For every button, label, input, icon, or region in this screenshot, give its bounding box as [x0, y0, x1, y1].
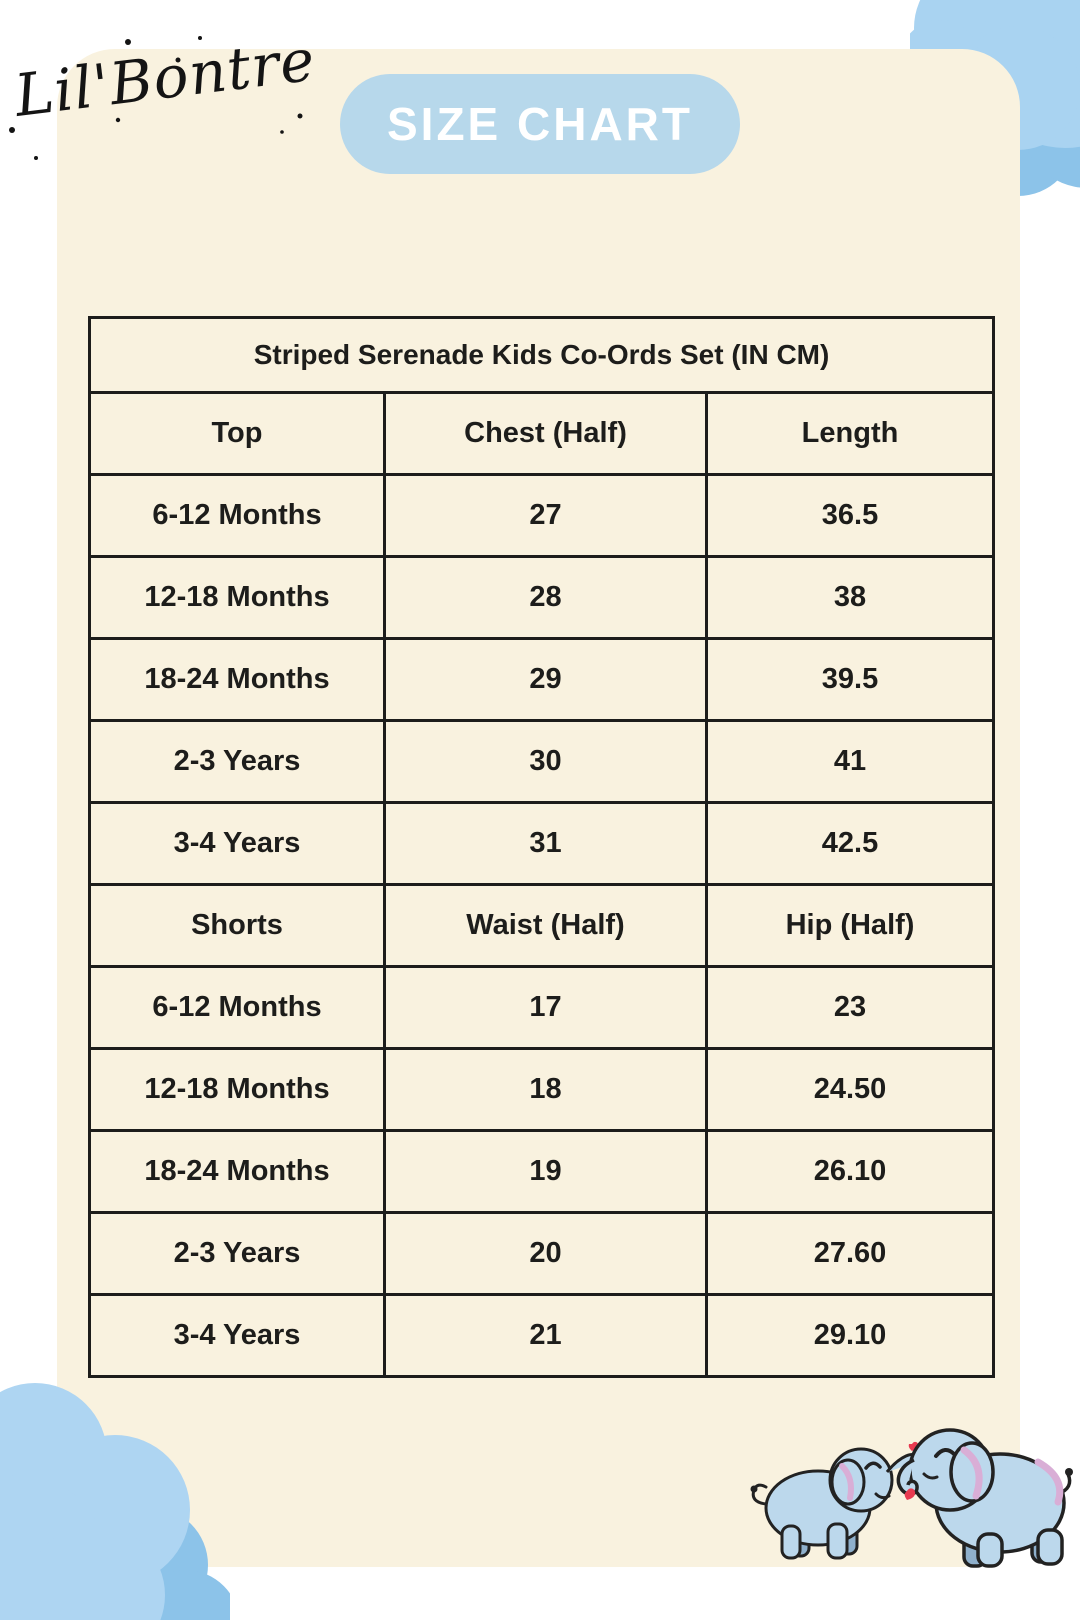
value-cell: 38 — [704, 555, 996, 640]
cloud-illustration-bottom-left — [0, 1383, 230, 1620]
value-cell: 29.10 — [704, 1293, 996, 1378]
table-row: 18-24 Months 29 39.5 — [88, 637, 996, 722]
value-cell: 23 — [704, 965, 996, 1050]
header-cell-chest: Chest (Half) — [383, 391, 708, 476]
header-cell-top: Top — [88, 391, 386, 476]
value-cell: 27.60 — [704, 1211, 996, 1296]
value-cell: 36.5 — [704, 473, 996, 558]
size-label-cell: 3-4 Years — [88, 1293, 386, 1378]
table-row: 6-12 Months 17 23 — [88, 965, 996, 1050]
table-title: Striped Serenade Kids Co-Ords Set (IN CM… — [87, 316, 996, 394]
header-cell-hip: Hip (Half) — [704, 883, 996, 968]
size-label-cell: 12-18 Months — [88, 555, 386, 640]
cloud-light-layer — [0, 1383, 190, 1620]
table-row: 3-4 Years 31 42.5 — [88, 801, 996, 886]
value-cell: 42.5 — [704, 801, 996, 886]
size-label-cell: 6-12 Months — [88, 965, 386, 1050]
value-cell: 29 — [383, 637, 708, 722]
mama-elephant-illustration — [896, 1428, 1073, 1568]
table-header-row-top: Top Chest (Half) Length — [88, 391, 996, 476]
header-cell-shorts: Shorts — [88, 883, 386, 968]
size-label-cell: 2-3 Years — [88, 1211, 386, 1296]
value-cell: 24.50 — [704, 1047, 996, 1132]
baby-elephant-illustration — [750, 1441, 922, 1560]
value-cell: 39.5 — [704, 637, 996, 722]
value-cell: 20 — [383, 1211, 708, 1296]
size-table: Striped Serenade Kids Co-Ords Set (IN CM… — [87, 316, 996, 1378]
table-row: 2-3 Years 30 41 — [88, 719, 996, 804]
value-cell: 18 — [383, 1047, 708, 1132]
value-cell: 26.10 — [704, 1129, 996, 1214]
size-label-cell: 12-18 Months — [88, 1047, 386, 1132]
value-cell: 41 — [704, 719, 996, 804]
value-cell: 19 — [383, 1129, 708, 1214]
header-cell-waist: Waist (Half) — [383, 883, 708, 968]
size-label-cell: 18-24 Months — [88, 637, 386, 722]
table-row: 12-18 Months 28 38 — [88, 555, 996, 640]
table-row: 12-18 Months 18 24.50 — [88, 1047, 996, 1132]
value-cell: 28 — [383, 555, 708, 640]
table-row: 2-3 Years 20 27.60 — [88, 1211, 996, 1296]
header-cell-length: Length — [704, 391, 996, 476]
elephants-illustration — [750, 1428, 1073, 1568]
table-row: 6-12 Months 27 36.5 — [88, 473, 996, 558]
size-label-cell: 18-24 Months — [88, 1129, 386, 1214]
table-header-row-shorts: Shorts Waist (Half) Hip (Half) — [88, 883, 996, 968]
size-label-cell: 6-12 Months — [88, 473, 386, 558]
value-cell: 21 — [383, 1293, 708, 1378]
value-cell: 17 — [383, 965, 708, 1050]
table-row: 18-24 Months 19 26.10 — [88, 1129, 996, 1214]
size-chart-badge: SIZE CHART — [340, 74, 740, 174]
size-label-cell: 3-4 Years — [88, 801, 386, 886]
size-chart-badge-label: SIZE CHART — [387, 98, 693, 150]
table-row: 3-4 Years 21 29.10 — [88, 1293, 996, 1378]
value-cell: 30 — [383, 719, 708, 804]
value-cell: 31 — [383, 801, 708, 886]
value-cell: 27 — [383, 473, 708, 558]
table-title-row: Striped Serenade Kids Co-Ords Set (IN CM… — [87, 316, 996, 394]
size-label-cell: 2-3 Years — [88, 719, 386, 804]
